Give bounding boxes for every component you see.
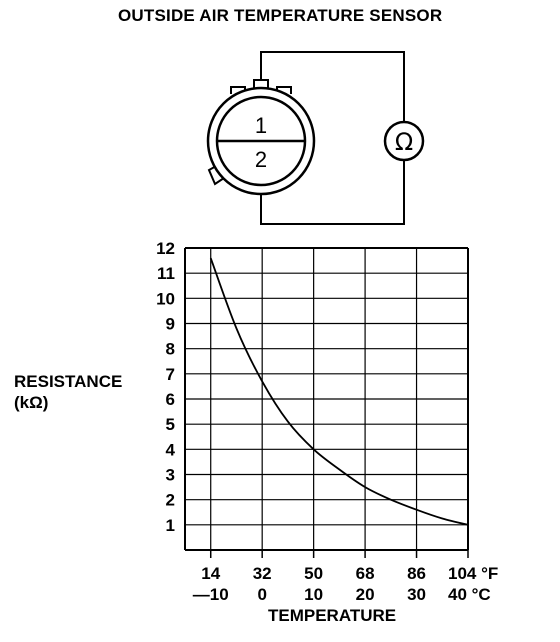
ohmmeter-wiring bbox=[260, 51, 405, 225]
x-tick-label-f: 50 bbox=[304, 564, 323, 583]
x-axis-label: TEMPERATURE bbox=[268, 606, 397, 625]
x-tick-label-f: 32 bbox=[253, 564, 272, 583]
y-axis-label: RESISTANCE bbox=[14, 372, 123, 391]
x-tick-label-c: 20 bbox=[356, 585, 375, 604]
x-tick-label-c: 40 °C bbox=[448, 585, 491, 604]
y-tick-label: 11 bbox=[157, 264, 175, 283]
y-tick-label: 7 bbox=[166, 365, 175, 384]
x-tick-label-c: 10 bbox=[304, 585, 323, 604]
resistance-curve bbox=[209, 257, 469, 526]
y-tick-label: 2 bbox=[166, 491, 175, 510]
x-tick-label-f: 86 bbox=[407, 564, 426, 583]
y-tick-label: 12 bbox=[156, 239, 175, 258]
y-tick-label: 4 bbox=[166, 440, 176, 459]
y-tick-label: 6 bbox=[166, 390, 175, 409]
y-tick-label: 8 bbox=[166, 340, 175, 359]
x-tick-label-c: 30 bbox=[407, 585, 426, 604]
y-tick-label: 1 bbox=[166, 516, 175, 535]
y-tick-label: 5 bbox=[166, 415, 175, 434]
terminal-1-label: 1 bbox=[255, 113, 267, 138]
ohmmeter-icon bbox=[383, 120, 425, 162]
y-axis-unit: (kΩ) bbox=[14, 393, 49, 412]
y-tick-label: 10 bbox=[156, 289, 175, 308]
terminal-2-label: 2 bbox=[255, 147, 267, 172]
chart-grid bbox=[184, 247, 469, 558]
ohmmeter-symbol: Ω bbox=[395, 128, 413, 156]
x-tick-labels: 14 —10 32 0 50 10 68 20 86 30 104 °F 40 °C bbox=[193, 564, 499, 604]
y-tick-label: 9 bbox=[166, 315, 175, 334]
x-tick-label-c: —10 bbox=[193, 585, 229, 604]
x-tick-label-f: 68 bbox=[356, 564, 375, 583]
x-tick-label-f: 14 bbox=[201, 564, 220, 583]
x-tick-label-f: 104 °F bbox=[448, 564, 498, 583]
y-tick-label: 3 bbox=[166, 466, 175, 485]
diagram-title: OUTSIDE AIR TEMPERATURE SENSOR bbox=[118, 6, 443, 25]
x-tick-label-c: 0 bbox=[257, 585, 266, 604]
